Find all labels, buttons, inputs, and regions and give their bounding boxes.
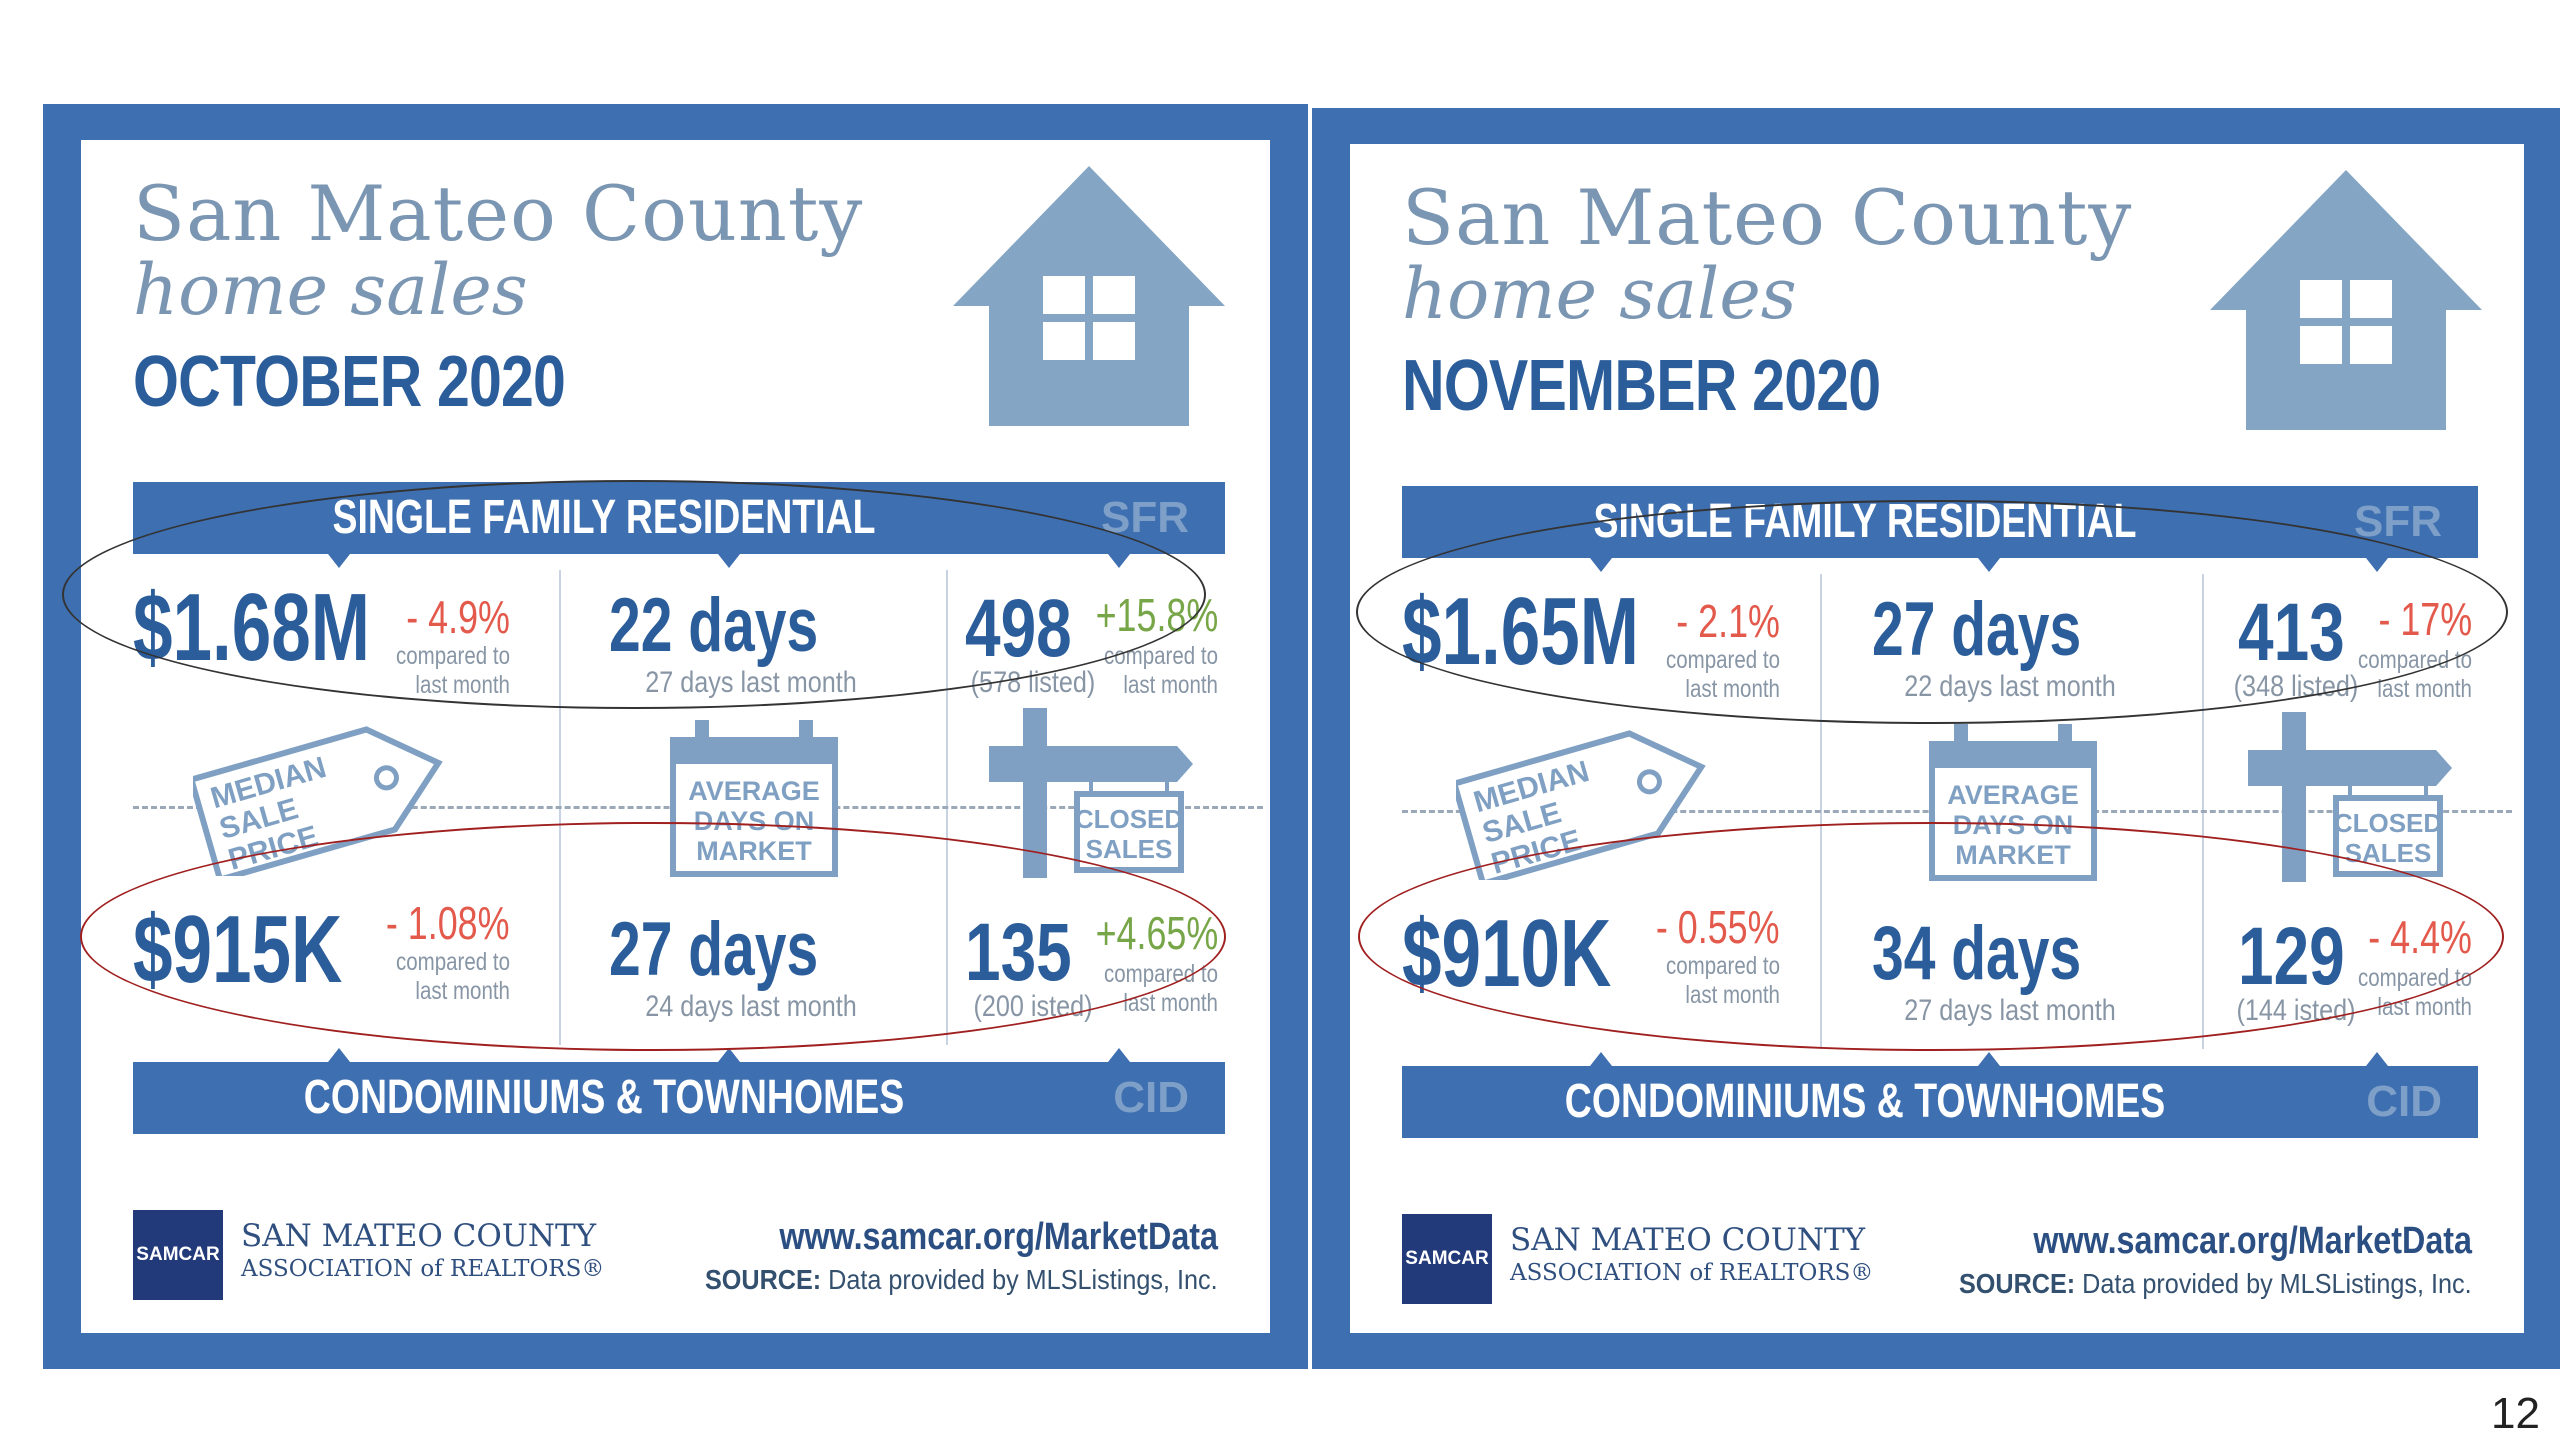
house-icon	[2210, 170, 2482, 430]
samcar-logo: SAMCAR	[1402, 1214, 1492, 1304]
cid-band-label: CONDOMINIUMS & TOWNHOMES	[1564, 1075, 2166, 1128]
svg-text:MARKET: MARKET	[1955, 840, 2071, 870]
cid-days-last-month: 24 days last month	[645, 990, 857, 1023]
sfr-listed: (578 listed)	[970, 666, 1096, 699]
cid-listed: (144 isted)	[2236, 994, 2356, 1027]
cid-price-change: - 1.08%	[386, 897, 510, 949]
svg-text:MARKET: MARKET	[696, 836, 812, 866]
band-pointer	[1978, 1052, 2000, 1066]
cid-band-code: CID	[2366, 1077, 2442, 1126]
cid-closed-sales: 135	[965, 907, 1072, 998]
sfr-closed-sales: 413	[2238, 587, 2345, 678]
cid-sales-change: - 4.4%	[2368, 911, 2472, 963]
samcar-logo: SAMCAR	[133, 1210, 223, 1300]
svg-text:CLOSED: CLOSED	[2334, 808, 2442, 838]
title-subtitle: home sales	[133, 249, 528, 331]
sfr-sales-change: - 17%	[2378, 593, 2472, 645]
sfr-band-label: SINGLE FAMILY RESIDENTIAL	[332, 491, 876, 544]
svg-text:SALES: SALES	[2345, 838, 2432, 868]
cid-band-code: CID	[1113, 1073, 1189, 1122]
band-pointer	[1108, 554, 1130, 568]
band-pointer	[718, 1048, 740, 1062]
cid-listed: (200 isted)	[973, 990, 1093, 1023]
cid-sales-change: +4.65%	[1095, 907, 1218, 959]
infographic-inner: San Mateo County home sales OCTOBER 2020…	[81, 140, 1270, 1333]
sfr-median-price: $1.68M	[133, 574, 370, 681]
sfr-days-last-month: 27 days last month	[645, 666, 857, 699]
infographic-inner: San Mateo County home sales NOVEMBER 202…	[1350, 144, 2524, 1333]
svg-text:AVERAGE: AVERAGE	[1947, 780, 2079, 810]
infographic-october: San Mateo County home sales OCTOBER 2020…	[43, 104, 1308, 1369]
title-month: NOVEMBER 2020	[1402, 346, 1881, 426]
sfr-band: SINGLE FAMILY RESIDENTIAL SFR	[1402, 486, 2478, 558]
sold-sign-icon: CLOSED SALES	[2248, 712, 2452, 882]
cid-days-on-market: 27 days	[609, 907, 819, 992]
title-month: OCTOBER 2020	[133, 342, 566, 422]
band-pointer	[1978, 558, 2000, 572]
cid-band: CONDOMINIUMS & TOWNHOMES CID	[1402, 1066, 2478, 1138]
price-tag-icon: MEDIAN SALE PRICE	[1456, 730, 1706, 880]
sfr-days-on-market: 22 days	[609, 583, 819, 668]
infographic-november: San Mateo County home sales NOVEMBER 202…	[1312, 108, 2560, 1369]
source-note: SOURCE: Data provided by MLSListings, In…	[705, 1264, 1218, 1295]
band-pointer	[1590, 1052, 1612, 1066]
cid-closed-sales: 129	[2238, 911, 2345, 1002]
cid-band-label: CONDOMINIUMS & TOWNHOMES	[303, 1071, 905, 1124]
sfr-price-note: compared to last month	[396, 642, 510, 699]
band-pointer	[328, 1048, 350, 1062]
cid-price-change: - 0.55%	[1656, 901, 1780, 953]
svg-text:DAYS ON: DAYS ON	[694, 806, 815, 836]
sfr-days-last-month: 22 days last month	[1904, 670, 2116, 703]
band-pointer	[1590, 558, 1612, 572]
cid-days-last-month: 27 days last month	[1904, 994, 2116, 1027]
market-data-link[interactable]: www.samcar.org/MarketData	[779, 1216, 1218, 1258]
calendar-icon: AVERAGE DAYS ON MARKET	[670, 720, 838, 877]
sold-sign-icon: CLOSED SALES	[989, 708, 1193, 878]
sfr-band-code: SFR	[2354, 497, 2442, 546]
title-subtitle: home sales	[1402, 253, 1797, 335]
sfr-closed-sales: 498	[965, 583, 1072, 674]
sfr-sales-change: +15.8%	[1095, 589, 1218, 641]
sfr-median-price: $1.65M	[1402, 578, 1639, 685]
page-number: 12	[2491, 1389, 2540, 1438]
house-icon	[953, 166, 1225, 426]
sfr-listed: (348 listed)	[2233, 670, 2359, 703]
org-subname: ASSOCIATION of REALTORS®	[1510, 1260, 1874, 1286]
svg-text:SALES: SALES	[1086, 834, 1173, 864]
sfr-sales-note: compared to last month	[1104, 642, 1218, 699]
band-pointer	[718, 554, 740, 568]
sfr-price-change: - 4.9%	[406, 591, 510, 643]
cid-price-note: compared to last month	[1666, 952, 1780, 1009]
title-county: San Mateo County	[133, 169, 864, 258]
org-subname: ASSOCIATION of REALTORS®	[241, 1256, 605, 1282]
cid-median-price: $915K	[133, 896, 343, 1003]
org-name: SAN MATEO COUNTY	[1510, 1222, 1866, 1258]
band-pointer	[2366, 558, 2388, 572]
sfr-band-code: SFR	[1101, 493, 1189, 542]
cid-days-on-market: 34 days	[1872, 911, 2082, 996]
cid-price-note: compared to last month	[396, 948, 510, 1005]
source-note: SOURCE: Data provided by MLSListings, In…	[1959, 1268, 2472, 1299]
svg-text:DAYS ON: DAYS ON	[1953, 810, 2074, 840]
price-tag-icon: MEDIAN SALE PRICE	[193, 726, 443, 876]
title-county: San Mateo County	[1402, 173, 2133, 262]
svg-text:AVERAGE: AVERAGE	[688, 776, 820, 806]
sfr-band: SINGLE FAMILY RESIDENTIAL SFR	[133, 482, 1225, 554]
cid-median-price: $910K	[1402, 900, 1612, 1007]
cid-sales-note: compared to last month	[2358, 964, 2472, 1021]
sfr-days-on-market: 27 days	[1872, 587, 2082, 672]
sfr-price-change: - 2.1%	[1676, 595, 1780, 647]
market-data-link[interactable]: www.samcar.org/MarketData	[2033, 1220, 2472, 1262]
cid-sales-note: compared to last month	[1104, 960, 1218, 1017]
sfr-sales-note: compared to last month	[2358, 646, 2472, 703]
sfr-band-label: SINGLE FAMILY RESIDENTIAL	[1593, 495, 2137, 548]
cid-band: CONDOMINIUMS & TOWNHOMES CID	[133, 1062, 1225, 1134]
band-pointer	[2366, 1052, 2388, 1066]
band-pointer	[1108, 1048, 1130, 1062]
sfr-price-note: compared to last month	[1666, 646, 1780, 703]
band-pointer	[328, 554, 350, 568]
svg-text:CLOSED: CLOSED	[1075, 804, 1183, 834]
calendar-icon: AVERAGE DAYS ON MARKET	[1929, 724, 2097, 881]
org-name: SAN MATEO COUNTY	[241, 1218, 597, 1254]
